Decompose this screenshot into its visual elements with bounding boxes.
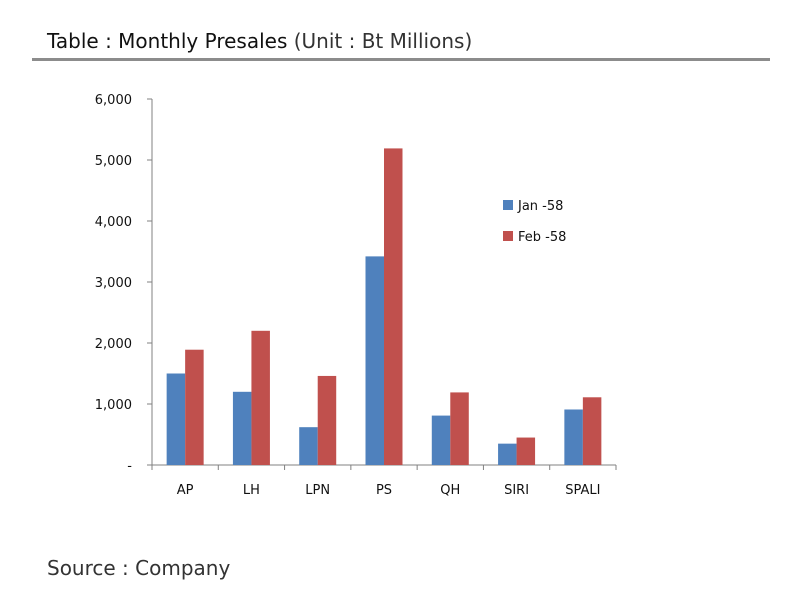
y-tick-label: 1,000 <box>95 398 132 413</box>
x-tick-label: AP <box>177 483 194 498</box>
y-tick-label: 6,000 <box>95 93 132 108</box>
legend-label: Jan -58 <box>517 199 563 214</box>
bar-feb-qh <box>450 392 469 465</box>
bar-feb-spali <box>582 397 602 465</box>
legend-swatch <box>503 200 513 210</box>
bar-feb-siri <box>516 437 536 465</box>
bar-jan-ps <box>365 256 384 465</box>
bar-jan-lpn <box>299 427 318 465</box>
y-tick-label: 4,000 <box>95 215 132 230</box>
x-tick-label: SIRI <box>504 483 529 498</box>
bar-feb-ps <box>384 148 403 465</box>
bar-jan-qh <box>431 415 451 465</box>
chart-title-unit: (Unit : Bt Millions) <box>293 29 473 53</box>
bar-jan-lh <box>232 391 252 465</box>
bar-feb-lpn <box>317 375 337 465</box>
chart-title: Table : Monthly Presales (Unit : Bt Mill… <box>47 29 472 53</box>
x-tick-label: LPN <box>305 483 330 498</box>
bar-jan-ap <box>166 373 186 465</box>
bar-feb-ap <box>185 349 204 465</box>
y-tick-label: 3,000 <box>95 276 132 291</box>
y-tick-label: 2,000 <box>95 337 132 352</box>
legend-swatch <box>503 231 513 241</box>
bar-jan-siri <box>498 443 517 465</box>
x-tick-label: QH <box>440 483 460 498</box>
legend-label: Feb -58 <box>518 230 566 245</box>
x-tick-label: SPALI <box>565 483 600 498</box>
x-tick-label: LH <box>243 483 260 498</box>
x-tick-label: PS <box>376 483 392 498</box>
title-divider <box>32 58 770 61</box>
y-tick-label: - <box>127 459 132 474</box>
bar-feb-lh <box>251 330 270 465</box>
chart-title-main: Table : Monthly Presales <box>47 29 288 53</box>
y-tick-label: 5,000 <box>95 154 132 169</box>
bar-jan-spali <box>564 409 583 465</box>
source-note: Source : Company <box>47 556 231 580</box>
